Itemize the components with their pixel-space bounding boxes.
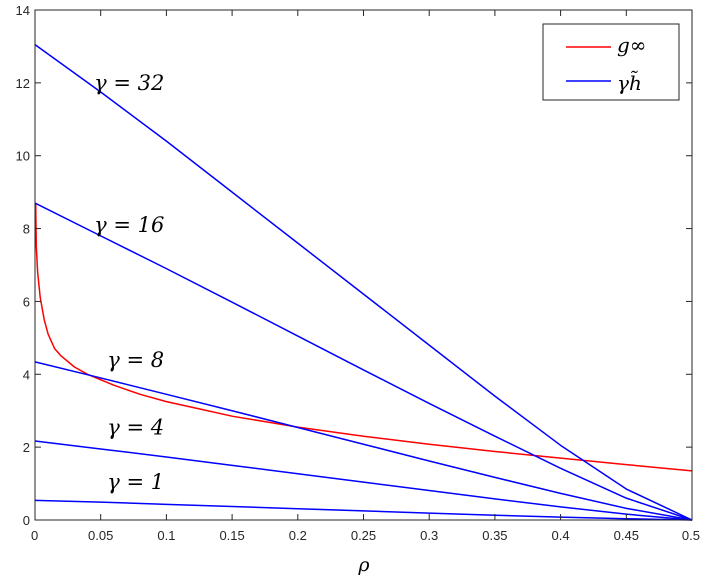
y-tick-label: 8 — [23, 222, 30, 237]
series-line-g-infinity — [34, 203, 693, 472]
legend: g∞ γh̃ — [542, 23, 680, 101]
annotation-layer: γ = 32 γ = 16 γ = 8 γ = 4 γ = 1 — [94, 71, 164, 494]
y-tick-label: 4 — [23, 367, 30, 382]
series-line-16 — [34, 202, 693, 521]
x-tick-label: 0.1 — [157, 528, 175, 543]
x-tick-label: 0.15 — [219, 528, 244, 543]
legend-box — [542, 23, 680, 101]
annotation-4: γ = 4 — [107, 415, 164, 439]
axes-layer — [34, 9, 693, 521]
x-tick-label: 0.5 — [682, 528, 700, 543]
series-line-32 — [34, 44, 693, 521]
x-tick-label: 0 — [31, 528, 38, 543]
x-tick-label: 0.4 — [552, 528, 570, 543]
x-tick-label: 0.25 — [351, 528, 376, 543]
x-tick-label: 0.05 — [88, 528, 113, 543]
y-tick-label: 0 — [23, 513, 30, 528]
annotation-8: γ = 8 — [107, 348, 164, 372]
series-line-8 — [34, 361, 693, 521]
x-axis-label: ρ — [357, 554, 370, 576]
series-layer — [34, 44, 693, 521]
annotation-16: γ = 16 — [94, 213, 164, 237]
series-line-1 — [34, 499, 693, 521]
x-tick-label: 0.45 — [614, 528, 639, 543]
tick-label-layer: 0 0.05 0.1 0.15 0.2 0.25 0.3 0.35 0.4 0.45 0.5 0 2 4 6… — [16, 3, 700, 543]
annotation-32: γ = 32 — [94, 71, 164, 95]
series-line-4 — [34, 440, 693, 521]
y-tick-label: 12 — [16, 76, 30, 91]
x-tick-label: 0.2 — [289, 528, 307, 543]
x-tick-label: 0.35 — [482, 528, 507, 543]
x-tick-label: 0.3 — [420, 528, 438, 543]
y-tick-label: 6 — [23, 294, 30, 309]
y-tick-label: 2 — [23, 440, 30, 455]
legend-label-gamma-h-tilde: γh̃ — [617, 71, 642, 95]
annotation-1: γ = 1 — [107, 470, 164, 494]
y-tick-label: 10 — [16, 149, 30, 164]
legend-label-g-infinity: g∞ — [617, 33, 646, 57]
y-tick-label: 14 — [16, 3, 30, 18]
